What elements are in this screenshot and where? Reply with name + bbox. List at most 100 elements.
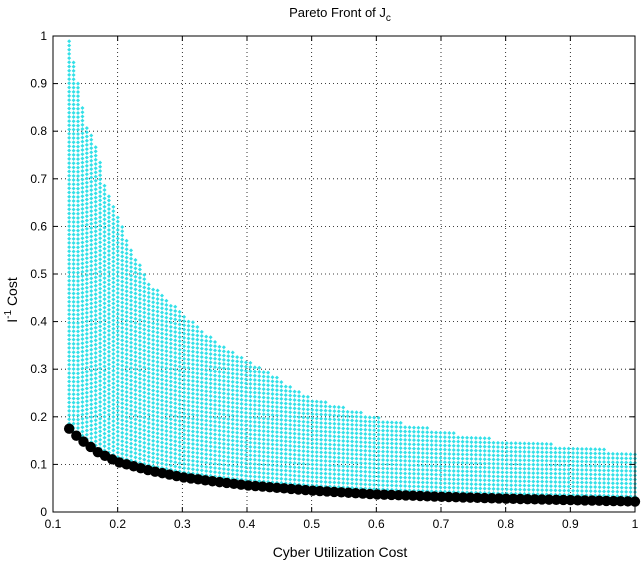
feasible-point xyxy=(593,447,598,452)
feasible-point xyxy=(257,466,262,471)
feasible-point xyxy=(336,472,341,477)
feasible-point xyxy=(98,442,103,447)
feasible-point xyxy=(133,396,138,401)
feasible-point xyxy=(495,482,500,487)
feasible-point xyxy=(372,482,377,487)
feasible-point xyxy=(297,444,302,449)
feasible-point xyxy=(168,383,173,388)
feasible-point xyxy=(456,435,461,440)
feasible-point xyxy=(111,230,116,235)
feasible-point xyxy=(279,472,284,477)
feasible-point xyxy=(571,480,576,485)
feasible-point xyxy=(571,463,576,468)
feasible-point xyxy=(208,465,213,470)
feasible-point xyxy=(67,270,72,275)
feasible-point xyxy=(98,185,103,190)
feasible-point xyxy=(376,470,381,475)
feasible-point xyxy=(606,489,611,494)
feasible-point xyxy=(111,427,116,432)
feasible-point xyxy=(146,408,151,413)
feasible-point xyxy=(314,458,319,463)
feasible-point xyxy=(182,403,187,408)
feasible-point xyxy=(186,353,191,358)
feasible-point xyxy=(137,322,142,327)
feasible-point xyxy=(89,351,94,356)
feasible-point xyxy=(190,400,195,405)
feasible-point xyxy=(456,460,461,465)
feasible-point xyxy=(142,310,147,315)
feasible-point xyxy=(182,461,187,466)
feasible-point xyxy=(239,456,244,461)
feasible-point xyxy=(71,266,76,271)
feasible-point xyxy=(425,438,430,443)
feasible-point xyxy=(416,471,421,476)
feasible-point xyxy=(606,464,611,469)
feasible-point xyxy=(385,432,390,437)
feasible-point xyxy=(115,383,120,388)
feasible-point xyxy=(151,291,156,296)
feasible-point xyxy=(252,428,257,433)
feasible-point xyxy=(67,245,72,250)
feasible-point xyxy=(310,412,315,417)
feasible-point xyxy=(571,450,576,455)
feasible-point xyxy=(102,393,107,398)
feasible-point xyxy=(465,473,470,478)
feasible-point xyxy=(67,379,72,384)
feasible-point xyxy=(469,473,474,478)
feasible-point xyxy=(566,484,571,489)
feasible-point xyxy=(235,455,240,460)
feasible-point xyxy=(186,386,191,391)
feasible-point xyxy=(190,458,195,463)
feasible-point xyxy=(76,425,81,430)
feasible-point xyxy=(80,383,85,388)
feasible-point xyxy=(261,454,266,459)
feasible-point xyxy=(106,194,111,199)
feasible-point xyxy=(522,483,527,488)
feasible-point xyxy=(579,467,584,472)
feasible-point xyxy=(208,427,213,432)
feasible-point xyxy=(98,202,103,207)
feasible-point xyxy=(98,265,103,270)
feasible-point xyxy=(288,389,293,394)
feasible-point xyxy=(76,266,81,271)
feasible-point xyxy=(111,204,116,209)
feasible-point xyxy=(279,476,284,481)
feasible-point xyxy=(456,481,461,486)
feasible-point xyxy=(173,371,178,376)
feasible-point xyxy=(434,472,439,477)
feasible-point xyxy=(173,401,178,406)
feasible-point xyxy=(111,385,116,390)
feasible-point xyxy=(381,483,386,488)
feasible-point xyxy=(526,487,531,492)
feasible-point xyxy=(98,286,103,291)
feasible-point xyxy=(186,344,191,349)
feasible-point xyxy=(102,339,107,344)
feasible-point xyxy=(164,382,169,387)
feasible-point xyxy=(120,422,125,427)
feasible-point xyxy=(425,459,430,464)
feasible-point xyxy=(243,431,248,436)
feasible-point xyxy=(319,462,324,467)
feasible-point xyxy=(177,360,182,365)
feasible-point xyxy=(367,419,372,424)
feasible-point xyxy=(345,460,350,465)
feasible-point xyxy=(186,336,191,341)
feasible-point xyxy=(151,304,156,309)
feasible-point xyxy=(84,281,89,286)
feasible-point xyxy=(602,455,607,460)
feasible-point xyxy=(137,410,142,415)
feasible-point xyxy=(93,262,98,267)
feasible-point xyxy=(129,281,134,286)
feasible-point xyxy=(111,419,116,424)
feasible-point xyxy=(314,479,319,484)
feasible-point xyxy=(292,418,297,423)
feasible-point xyxy=(93,414,98,419)
feasible-point xyxy=(305,436,310,441)
feasible-point xyxy=(159,318,164,323)
feasible-point xyxy=(531,445,536,450)
feasible-point xyxy=(597,455,602,460)
feasible-point xyxy=(115,433,120,438)
feasible-point xyxy=(111,343,116,348)
feasible-point xyxy=(80,202,85,207)
feasible-point xyxy=(288,473,293,478)
